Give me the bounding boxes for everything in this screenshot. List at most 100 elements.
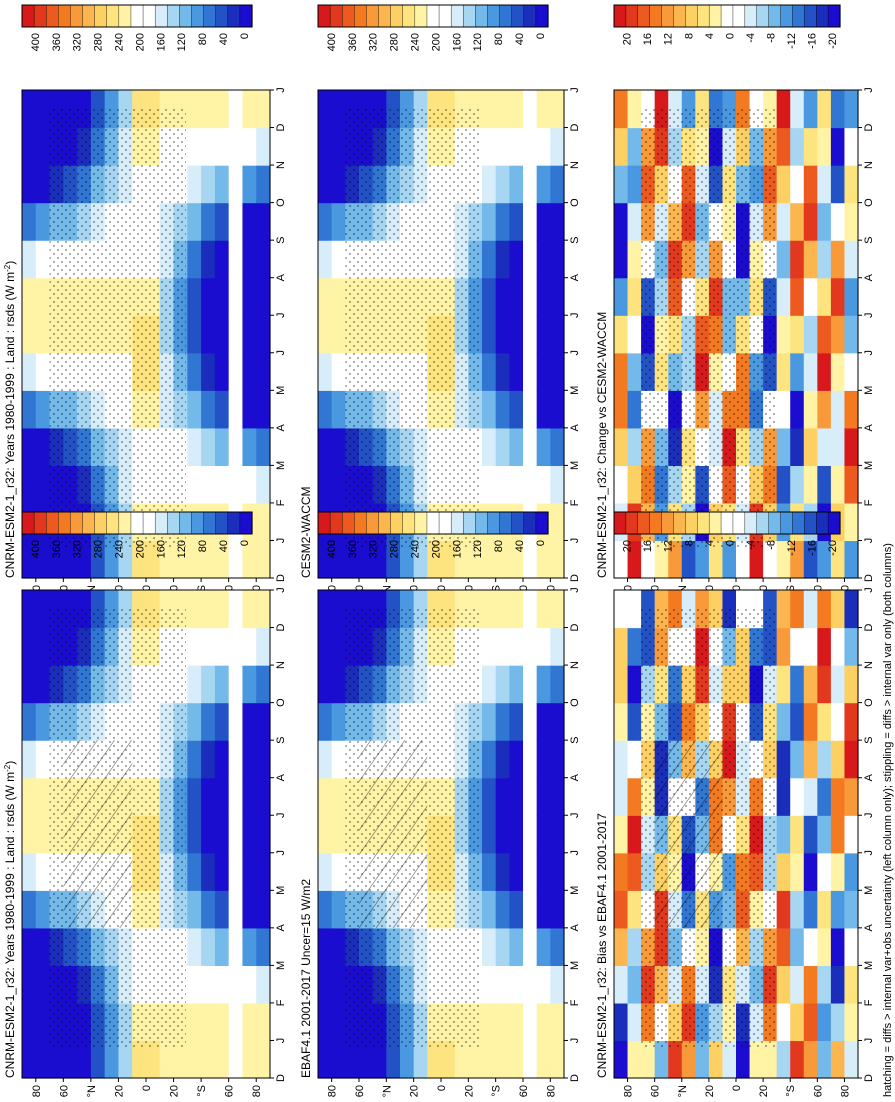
heatmap-cell (550, 90, 565, 129)
heatmap-cell (627, 127, 642, 166)
heatmap-cell (331, 427, 346, 466)
heatmap-cell (536, 90, 551, 129)
heatmap-cell (159, 1040, 175, 1079)
figure-footnote: hatching = diffs > internal var+obs unce… (882, 543, 894, 1097)
lat-tick-label: °S (491, 1085, 503, 1097)
colorbar-swatch (239, 4, 253, 28)
heatmap-cell (523, 315, 538, 354)
heatmap-cell (830, 702, 846, 741)
heatmap-cell (523, 465, 538, 504)
month-tick-label: J (569, 587, 581, 593)
colorbar-swatch (613, 4, 627, 28)
heatmap-cell (22, 965, 37, 1004)
heatmap-cell (776, 277, 791, 316)
colorbar-swatch (768, 4, 782, 28)
heatmap-cell (641, 1040, 656, 1079)
colorbar-label: 4 (704, 33, 716, 39)
colorbar-swatch (227, 511, 241, 535)
colorbar-frame (317, 4, 549, 28)
heatmap-cell (146, 540, 161, 579)
heatmap-cell (627, 277, 642, 316)
heatmap-cell (242, 740, 257, 779)
month-tick-label: D (863, 574, 875, 582)
heatmap-cell (776, 352, 791, 391)
heatmap-cell (22, 890, 37, 929)
colorbar-label: 80 (493, 33, 505, 45)
heatmap-cell (201, 852, 216, 891)
colorbar-label: 80 (197, 540, 209, 552)
heatmap-cell (482, 165, 497, 204)
colorbar-swatch (390, 511, 404, 535)
heatmap-cell (536, 427, 551, 466)
heatmap-cell (495, 127, 510, 166)
lat-tick-label: 60 (650, 1085, 662, 1097)
heatmap-cell (331, 1040, 346, 1079)
heatmap-cell (22, 777, 37, 816)
heatmap-cell (242, 927, 257, 966)
heatmap-cell (790, 890, 805, 929)
heatmap-cell (22, 852, 37, 891)
month-tick-label: J (569, 850, 581, 856)
heatmap-cell (722, 540, 737, 579)
heatmap-cell (242, 702, 257, 741)
panel-title: CNRM-ESM2-1_r32: Change vs CESM2-WACCM (595, 312, 609, 578)
heatmap-cell (482, 1002, 497, 1042)
heatmap-cell (22, 277, 37, 316)
colorbar-swatch (625, 511, 639, 535)
heatmap-cell (614, 815, 629, 854)
heatmap-cell (550, 740, 565, 779)
heatmap-cell (536, 740, 551, 779)
heatmap-cell (803, 665, 818, 704)
heatmap-cell (550, 627, 565, 666)
colorbar-frame (613, 4, 841, 28)
heatmap-cell (614, 240, 629, 279)
heatmap-cell (523, 127, 538, 166)
colorbar-swatch (637, 4, 651, 28)
heatmap-cell (509, 465, 524, 504)
heatmap-cell (214, 427, 230, 466)
heatmap-cell (228, 315, 244, 354)
colorbar-swatch (46, 4, 59, 28)
heatmap-cell (830, 202, 846, 241)
heatmap-cell (256, 90, 271, 129)
heatmap-cell (536, 965, 551, 1004)
heatmap-cell (242, 165, 257, 204)
heatmap-cell (482, 127, 497, 166)
heatmap-cell (495, 702, 510, 741)
heatmap-cell (359, 1040, 374, 1079)
month-tick-label: A (863, 273, 875, 281)
hatching-overlay (63, 740, 133, 928)
heatmap-cell (536, 240, 551, 279)
heatmap-cell (523, 927, 538, 966)
heatmap-cell (22, 352, 37, 391)
heatmap-cell (627, 627, 642, 666)
heatmap-cell (523, 815, 538, 854)
heatmap-cell (413, 540, 428, 579)
month-tick-label: D (275, 1074, 287, 1082)
heatmap-cell (627, 90, 642, 129)
heatmap-cell (627, 315, 642, 354)
panel-title-text: CNRM-ESM2-1_r32: Years 1980-1999 : Land … (3, 772, 17, 1078)
colorbar-swatch (58, 4, 72, 28)
colorbar-label: 280 (389, 540, 401, 558)
heatmap-cell (550, 815, 565, 854)
heatmap-cell (627, 590, 642, 629)
heatmap-cell (331, 202, 346, 241)
heatmap-cell (214, 1002, 230, 1042)
lat-tick-label: 0 (436, 1085, 448, 1091)
heatmap-cell (614, 127, 629, 166)
heatmap-cell (817, 927, 832, 966)
heatmap-cell (242, 352, 257, 391)
heatmap-cell (817, 465, 832, 504)
heatmap-cell (803, 427, 818, 466)
colorbar-label: 320 (368, 540, 380, 558)
heatmap-cell (482, 740, 497, 779)
colorbar-swatch (475, 511, 489, 535)
heatmap-cell (242, 852, 257, 891)
colorbar-label: 0 (535, 540, 547, 546)
heatmap-cell (132, 1040, 147, 1079)
heatmap-cell (550, 1040, 565, 1079)
colorbar-label: 40 (514, 540, 526, 552)
heatmap-cell (256, 277, 271, 316)
